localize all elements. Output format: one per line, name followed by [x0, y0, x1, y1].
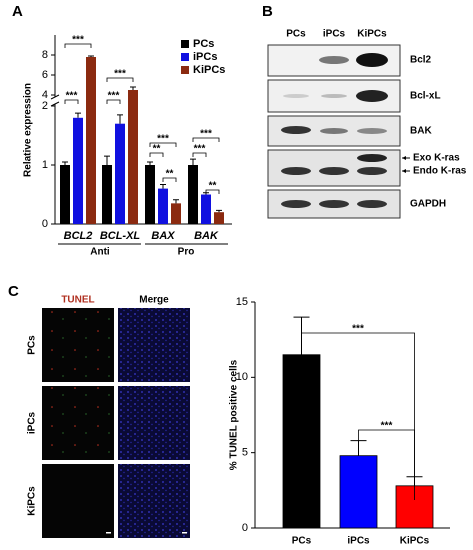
significance-label: ***: [352, 324, 364, 335]
y-tick-label: 0: [42, 218, 48, 230]
significance-label: ***: [114, 69, 126, 80]
x-tick-label: BAX: [151, 230, 175, 242]
image-row-label: iPCs: [27, 411, 38, 434]
image-column-label: Merge: [139, 295, 169, 306]
blot-row-label: GAPDH: [410, 199, 446, 210]
bar: [201, 194, 211, 224]
microscopy-grid: [42, 308, 190, 538]
x-tick-label: PCs: [292, 536, 312, 547]
error-bar: [75, 112, 81, 118]
significance-label: ***: [157, 134, 169, 145]
image-row-label: KiPCs: [27, 486, 38, 516]
blot-row-label: BAK: [410, 126, 432, 137]
image-column-label: TUNEL: [61, 295, 94, 306]
y-tick-label: 5: [242, 447, 248, 459]
legend-swatch: [181, 40, 189, 48]
bar: [282, 354, 321, 529]
error-bar: [104, 155, 110, 165]
panel-label: B: [262, 3, 273, 20]
bar: [145, 165, 155, 224]
error-bar: [216, 209, 222, 213]
legend-label: iPCs: [193, 51, 217, 63]
bar: [73, 117, 83, 224]
x-tick-label: BCL-XL: [100, 230, 141, 242]
y-tick-label: 2: [42, 100, 48, 112]
blot-row-label: Endo K-ras: [413, 166, 467, 177]
y-tick-label: 10: [236, 371, 248, 383]
y-axis-label: Relative expression: [23, 83, 34, 177]
western-blot: [267, 44, 410, 219]
y-tick-label: 4: [42, 89, 48, 101]
image-row-label: PCs: [27, 335, 38, 355]
bar: [60, 165, 70, 224]
significance-label: **: [209, 181, 217, 192]
group-label: Pro: [178, 247, 195, 258]
error-bar: [173, 199, 179, 204]
significance-label: ***: [108, 91, 120, 102]
significance-bracket: [301, 332, 415, 500]
significance-label: **: [166, 169, 174, 180]
blot-row-label: Bcl-xL: [410, 91, 441, 102]
legend-label: KiPCs: [193, 64, 225, 76]
significance-bracket: [192, 137, 220, 142]
significance-bracket: [162, 177, 177, 182]
y-tick-label: 0: [242, 522, 248, 534]
y-tick-label: 1: [42, 159, 48, 171]
y-tick-label: 15: [236, 296, 248, 308]
axis-break-mark: [50, 94, 60, 100]
error-bar: [190, 158, 196, 165]
axis-break-mark: [50, 101, 60, 107]
y-tick-label: 6: [42, 69, 48, 81]
panel-label: A: [12, 3, 23, 20]
bar: [128, 90, 138, 224]
significance-bracket: [106, 99, 121, 104]
significance-label: ***: [72, 35, 84, 46]
blot-column-label: iPCs: [323, 29, 346, 40]
panel-label: C: [8, 283, 19, 300]
significance-bracket: [358, 429, 415, 482]
bar: [339, 455, 378, 529]
x-tick-label: iPCs: [347, 536, 370, 547]
significance-bracket: [149, 142, 177, 147]
significance-bracket: [192, 152, 207, 157]
error-bar: [88, 55, 94, 57]
significance-bracket: [106, 77, 134, 82]
bar: [171, 203, 181, 224]
x-tick-label: BAK: [194, 230, 219, 242]
significance-bracket: [149, 152, 164, 157]
significance-label: ***: [200, 129, 212, 140]
blot-column-label: PCs: [286, 29, 306, 40]
bar: [115, 123, 125, 224]
blot-row-label: Bcl2: [410, 55, 432, 66]
error-bar: [117, 114, 123, 124]
significance-bracket: [64, 99, 79, 104]
y-axis-label: % TUNEL positive cells: [229, 359, 240, 470]
bar: [188, 165, 198, 224]
legend-label: PCs: [193, 38, 214, 50]
significance-bracket: [64, 43, 92, 48]
bar: [214, 212, 224, 224]
significance-label: ***: [381, 421, 393, 432]
error-bar: [62, 161, 68, 165]
y-tick-label: 8: [42, 49, 48, 61]
bar: [102, 165, 112, 224]
significance-label: ***: [66, 91, 78, 102]
bar: [86, 57, 96, 224]
error-bar: [130, 86, 136, 90]
blot-column-label: KiPCs: [357, 29, 387, 40]
x-tick-label: KiPCs: [400, 536, 430, 547]
bar: [158, 188, 168, 224]
legend-swatch: [181, 66, 189, 74]
error-bar: [147, 161, 153, 165]
group-label: Anti: [90, 247, 110, 258]
error-bar: [160, 183, 166, 189]
x-tick-label: BCL2: [64, 230, 93, 242]
significance-bracket: [205, 189, 220, 194]
significance-label: **: [153, 144, 161, 155]
blot-row-label: Exo K-ras: [413, 153, 460, 164]
significance-label: ***: [194, 144, 206, 155]
legend-swatch: [181, 53, 189, 61]
